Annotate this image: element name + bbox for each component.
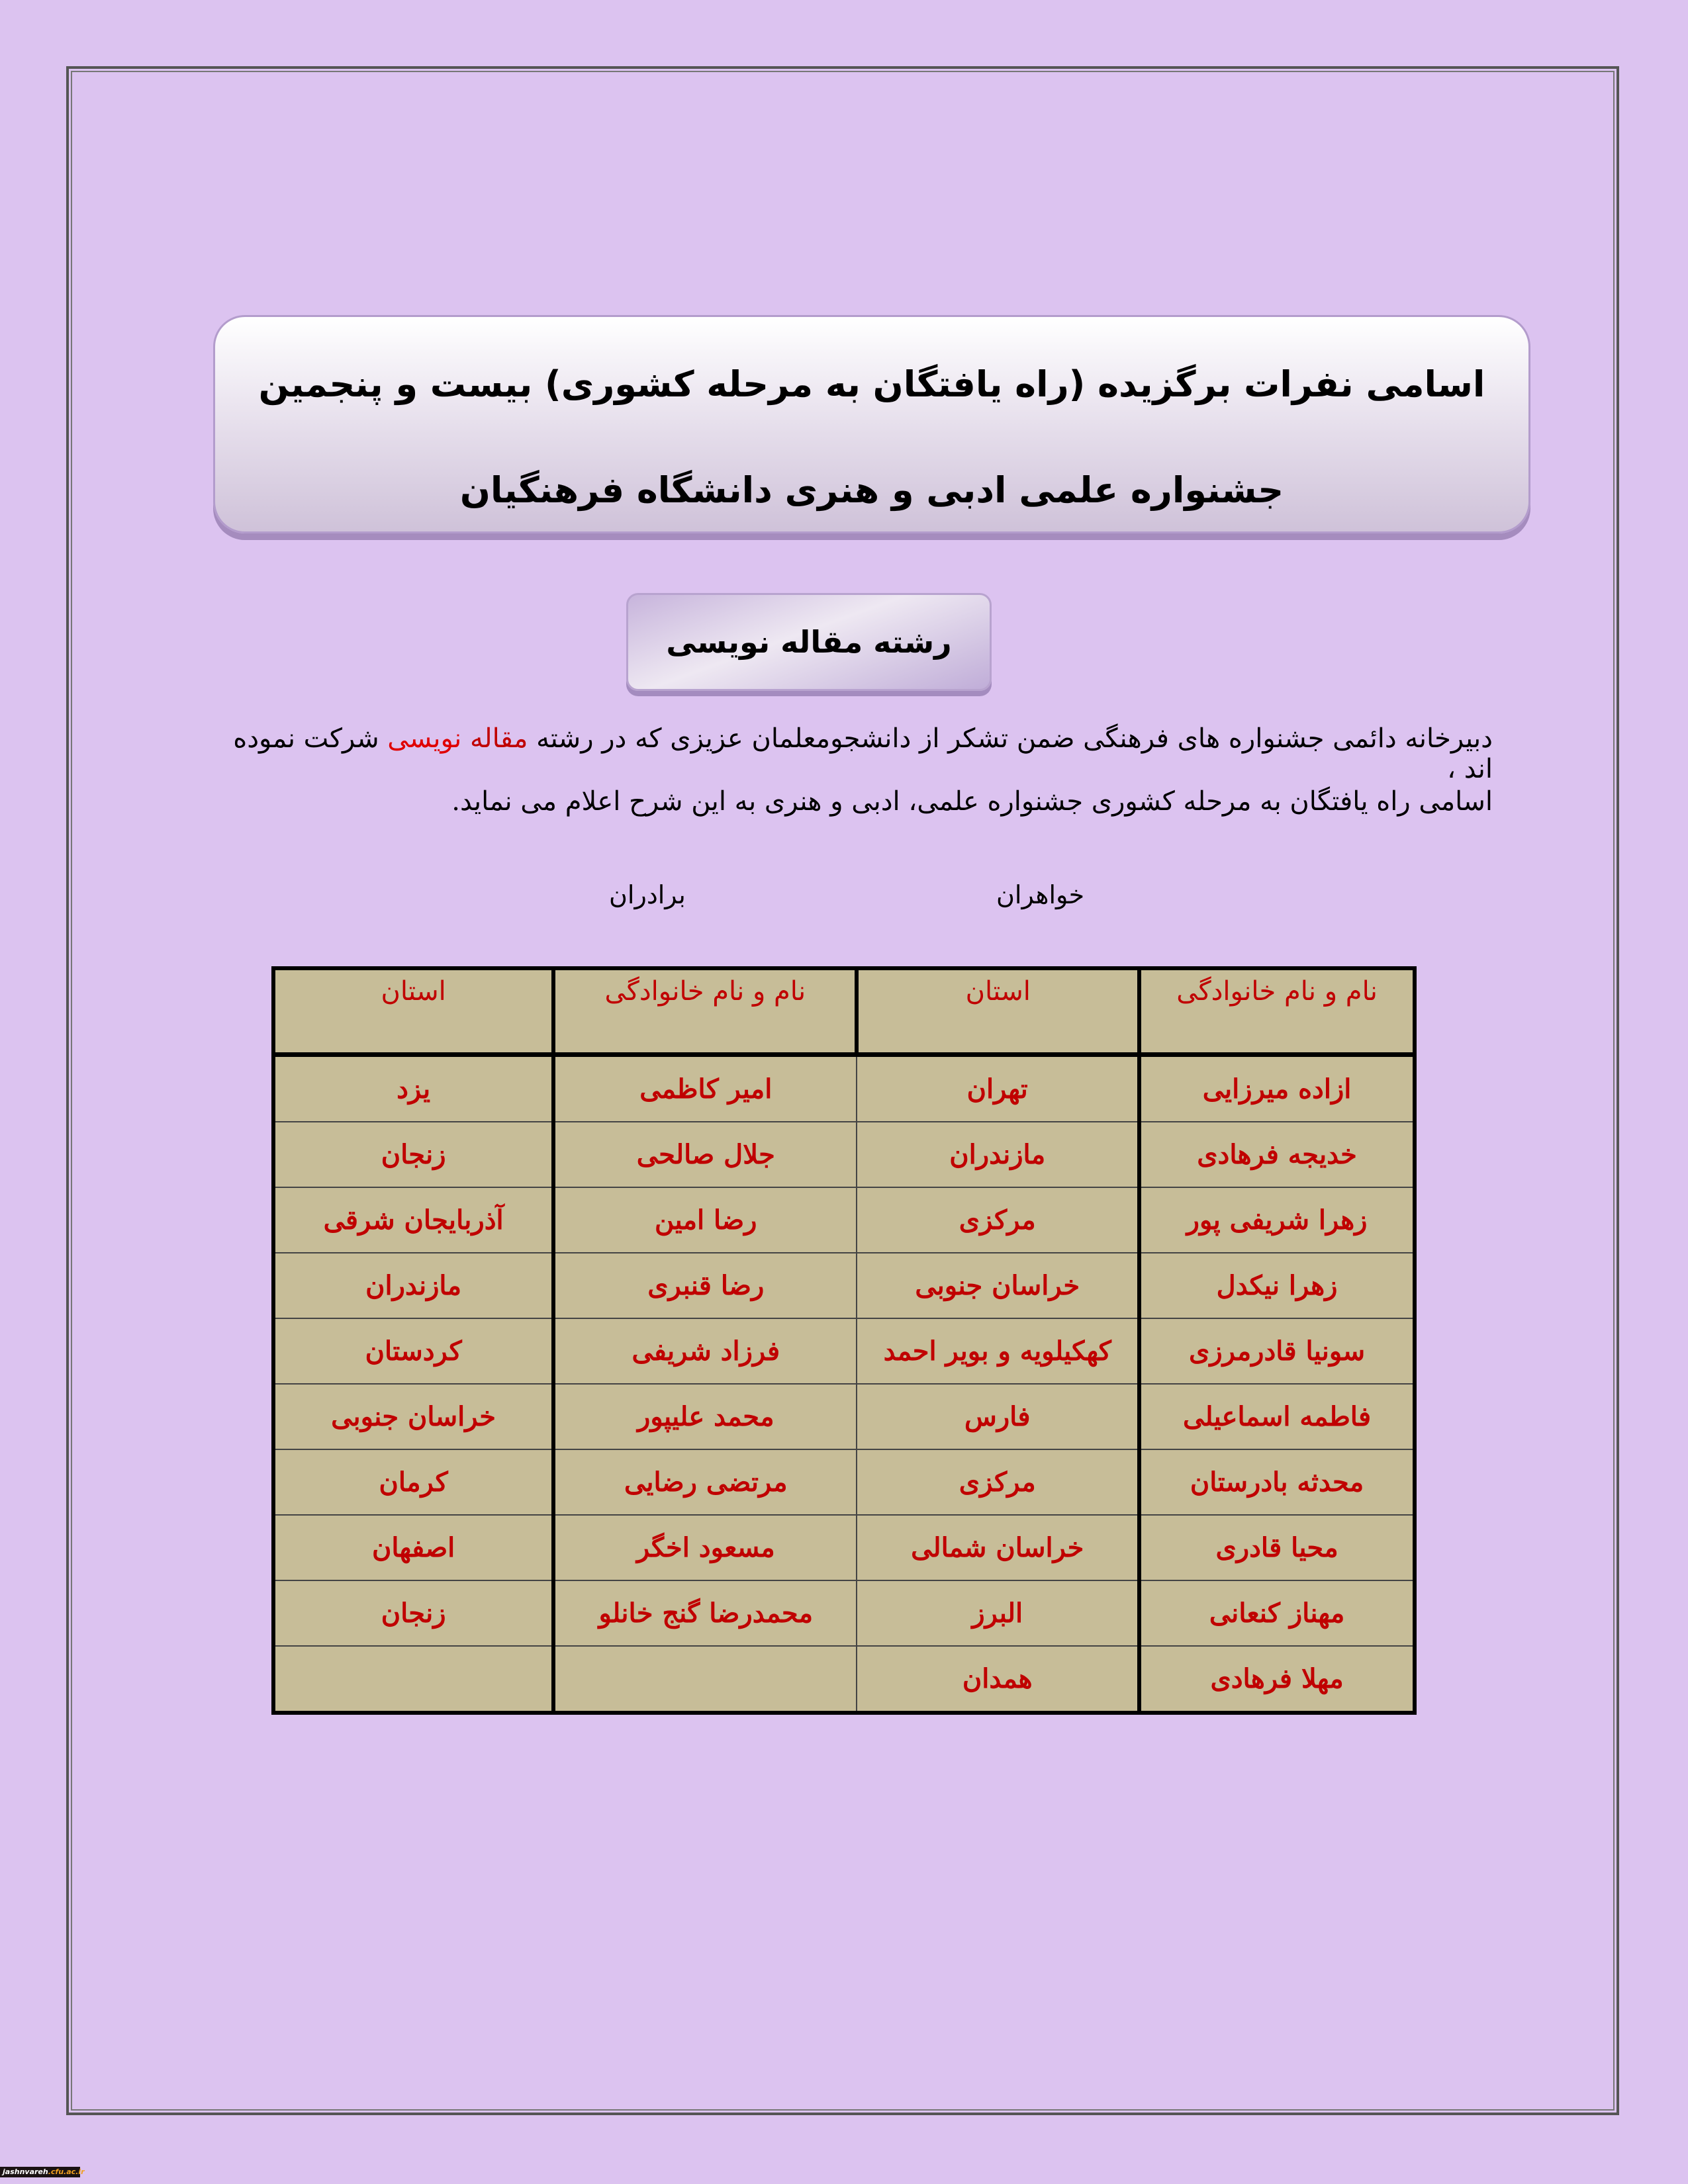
header-province: استان: [272, 968, 555, 1057]
highlight-word: مقاله: [469, 723, 528, 754]
page-border: [66, 66, 1619, 2115]
province-cell: البرز: [856, 1580, 1141, 1647]
table-row: مهلا فرهادی همدان: [272, 1645, 1415, 1713]
province-cell: مرکزی: [856, 1449, 1141, 1516]
title-line-1: اسامی نفرات برگزیده (راه یافتگان به مرحل…: [258, 363, 1485, 405]
name-cell: مهناز کنعانی: [1137, 1580, 1415, 1647]
province-cell: زنجان: [272, 1580, 555, 1647]
category-banner: رشته مقاله نویسی: [626, 593, 992, 691]
table-row: محدثه بادرستان مرکزی مرتضی رضایی کرمان: [272, 1449, 1415, 1516]
header-name: نام و نام خانوادگی: [1137, 968, 1415, 1057]
province-cell: کهکیلویه و بویر احمد: [856, 1318, 1141, 1385]
province-cell: خراسان شمالی: [856, 1514, 1141, 1581]
table-row: مهناز کنعانی البرز محمدرضا گنج خانلو زنجان: [272, 1580, 1415, 1647]
table-row: ازاده میرزایی تهران امیر کاظمی یزد: [272, 1054, 1415, 1122]
province-cell: فارس: [856, 1383, 1141, 1450]
province-cell: یزد: [272, 1054, 555, 1122]
name-cell: مسعود اخگر: [551, 1514, 858, 1581]
province-cell: [272, 1645, 555, 1713]
table-row: زهرا نیکدل خراسان جنوبی رضا قنبری مازندران: [272, 1252, 1415, 1319]
brothers-label: برادران: [609, 880, 686, 909]
header-name: نام و نام خانوادگی: [551, 968, 858, 1057]
category-title: رشته مقاله نویسی: [666, 624, 952, 660]
intro-text: شرکت نموده اند ،: [233, 723, 1493, 784]
winners-table: نام و نام خانوادگی استان نام و نام خانوا…: [271, 966, 1417, 1715]
title-line-2: جشنواره علمی ادبی و هنری دانشگاه فرهنگیا…: [459, 469, 1284, 511]
name-cell: امیر کاظمی: [551, 1054, 858, 1122]
province-cell: آذربایجان شرقی: [272, 1187, 555, 1253]
site-logo: jashnvareh.cfu.ac.ir: [0, 2167, 85, 2177]
name-cell: محیا قادری: [1137, 1514, 1415, 1581]
name-cell: محدثه بادرستان: [1137, 1449, 1415, 1516]
province-cell: کرمان: [272, 1449, 555, 1516]
name-cell: زهرا شریفی پور: [1137, 1187, 1415, 1253]
name-cell: سونیا قادرمرزی: [1137, 1318, 1415, 1385]
name-cell: رضا امین: [551, 1187, 858, 1253]
name-cell: فاطمه اسماعیلی: [1137, 1383, 1415, 1450]
table-row: محیا قادری خراسان شمالی مسعود اخگر اصفهان: [272, 1514, 1415, 1581]
intro-text: دبیرخانه دائمی جشنواره های فرهنگی ضمن تش…: [528, 723, 1493, 754]
title-banner: اسامی نفرات برگزیده (راه یافتگان به مرحل…: [213, 315, 1530, 533]
province-cell: اصفهان: [272, 1514, 555, 1581]
province-cell: مازندران: [272, 1252, 555, 1319]
name-cell: رضا قنبری: [551, 1252, 858, 1319]
province-cell: خراسان جنوبی: [856, 1252, 1141, 1319]
name-cell: ازاده میرزایی: [1137, 1054, 1415, 1122]
province-cell: خراسان جنوبی: [272, 1383, 555, 1450]
name-cell: جلال صالحی: [551, 1121, 858, 1188]
name-cell: زهرا نیکدل: [1137, 1252, 1415, 1319]
province-cell: مازندران: [856, 1121, 1141, 1188]
name-cell: [551, 1645, 858, 1713]
highlight-word: نویسی: [387, 723, 462, 754]
province-cell: کردستان: [272, 1318, 555, 1385]
name-cell: محمدرضا گنج خانلو: [551, 1580, 858, 1647]
name-cell: مهلا فرهادی: [1137, 1645, 1415, 1713]
table-header-row: نام و نام خانوادگی استان نام و نام خانوا…: [272, 968, 1415, 1057]
province-cell: تهران: [856, 1054, 1141, 1122]
table-row: سونیا قادرمرزی کهکیلویه و بویر احمد فرزاد …: [272, 1318, 1415, 1385]
province-cell: مرکزی: [856, 1187, 1141, 1253]
table-row: خدیجه فرهادی مازندران جلال صالحی زنجان: [272, 1121, 1415, 1188]
intro-line-2: اسامی راه یافتگان به مرحله کشوری جشنواره…: [451, 786, 1493, 817]
province-cell: زنجان: [272, 1121, 555, 1188]
name-cell: مرتضی رضایی: [551, 1449, 858, 1516]
header-province: استان: [855, 968, 1141, 1057]
table-row: فاطمه اسماعیلی فارس محمد علیپور خراسان جنوب…: [272, 1383, 1415, 1450]
intro-line-1: دبیرخانه دائمی جشنواره های فرهنگی ضمن تش…: [218, 723, 1493, 784]
table-row: زهرا شریفی پور مرکزی رضا امین آذربایجان شرق…: [272, 1187, 1415, 1253]
name-cell: محمد علیپور: [551, 1383, 858, 1450]
name-cell: فرزاد شریفی: [551, 1318, 858, 1385]
sisters-label: خواهران: [996, 880, 1085, 909]
province-cell: همدان: [856, 1645, 1141, 1713]
name-cell: خدیجه فرهادی: [1137, 1121, 1415, 1188]
